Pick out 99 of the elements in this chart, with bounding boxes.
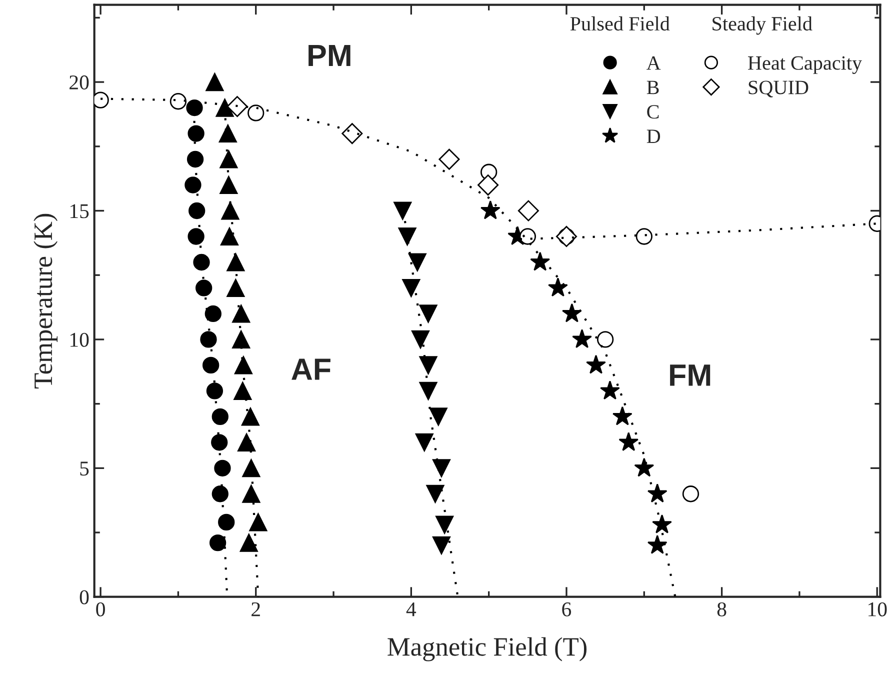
point xyxy=(518,200,539,222)
point xyxy=(226,278,245,297)
x-axis-title: Magnetic Field (T) xyxy=(388,637,587,662)
y-tick-label: 0 xyxy=(80,590,89,604)
point xyxy=(184,176,202,194)
point xyxy=(548,278,568,297)
point xyxy=(647,483,668,502)
point xyxy=(170,93,187,110)
point xyxy=(480,200,500,220)
annotation: Steady Field xyxy=(712,16,812,35)
point xyxy=(342,123,363,144)
y-tick-label: 5 xyxy=(80,462,89,476)
point xyxy=(562,303,582,322)
point xyxy=(241,408,260,426)
point xyxy=(234,356,252,374)
point xyxy=(398,227,416,246)
annotation: FM xyxy=(670,364,710,386)
annotation: Pulsed Field xyxy=(570,16,670,31)
point xyxy=(214,460,231,476)
point xyxy=(238,433,256,452)
point xyxy=(618,432,639,451)
point xyxy=(202,356,220,374)
point xyxy=(478,174,499,196)
point xyxy=(206,73,224,92)
point xyxy=(682,486,700,502)
point xyxy=(408,253,426,272)
point xyxy=(212,408,228,426)
point xyxy=(419,382,438,400)
point xyxy=(188,228,204,245)
annotation: PM xyxy=(308,44,350,66)
point xyxy=(519,228,536,245)
point xyxy=(218,124,237,143)
point xyxy=(209,534,226,552)
point xyxy=(193,254,210,271)
point xyxy=(436,516,454,534)
point xyxy=(612,406,632,426)
point xyxy=(432,459,450,478)
point xyxy=(212,486,228,502)
point xyxy=(249,513,268,532)
point xyxy=(221,202,240,220)
annotation: AF xyxy=(292,358,330,380)
point xyxy=(234,382,252,400)
point xyxy=(634,458,654,477)
point xyxy=(572,329,592,348)
point xyxy=(426,484,444,503)
point xyxy=(206,382,224,400)
point xyxy=(220,150,238,168)
y-axis-title: Temperature (K) xyxy=(34,214,58,388)
point xyxy=(232,330,250,348)
y-tick-label: 15 xyxy=(70,204,89,218)
point xyxy=(220,227,238,246)
point xyxy=(242,459,260,478)
point xyxy=(600,380,620,400)
x-tick-label: 0 xyxy=(96,602,105,616)
legend-label: C xyxy=(647,105,659,119)
point xyxy=(196,280,212,296)
point xyxy=(204,305,222,322)
point xyxy=(248,104,264,122)
x-tick-label: 2 xyxy=(252,602,260,616)
x-tick-label: 10 xyxy=(868,602,887,616)
point xyxy=(647,534,668,554)
y-tick-label: 10 xyxy=(70,332,89,347)
point xyxy=(432,536,450,554)
point xyxy=(232,304,250,323)
point xyxy=(394,202,412,220)
point xyxy=(652,514,672,534)
point xyxy=(596,331,614,348)
point xyxy=(530,252,550,271)
point xyxy=(188,202,206,220)
point xyxy=(218,514,235,531)
point xyxy=(586,354,606,374)
point xyxy=(216,98,234,117)
point xyxy=(200,331,217,348)
legend-label: D xyxy=(646,130,660,143)
legend-label: B xyxy=(646,80,659,94)
point xyxy=(186,150,204,168)
point xyxy=(242,484,260,503)
point xyxy=(419,356,438,374)
point xyxy=(211,434,228,451)
point xyxy=(411,330,430,348)
point xyxy=(240,534,258,552)
point xyxy=(402,278,420,297)
point xyxy=(226,253,245,272)
x-tick-label: 8 xyxy=(717,602,726,616)
point xyxy=(419,304,438,323)
point xyxy=(226,96,248,118)
point xyxy=(415,433,434,452)
legend-label: SQUID xyxy=(748,80,808,98)
legend-label: A xyxy=(646,56,661,70)
point xyxy=(220,176,238,194)
point xyxy=(636,228,652,245)
point xyxy=(438,148,460,170)
point xyxy=(188,125,204,142)
point xyxy=(429,408,448,426)
x-tick-label: 6 xyxy=(562,602,572,616)
x-tick-label: 4 xyxy=(406,602,416,616)
point xyxy=(186,99,203,116)
legend-label: Heat Capacity xyxy=(748,56,862,74)
y-tick-label: 20 xyxy=(70,75,89,90)
